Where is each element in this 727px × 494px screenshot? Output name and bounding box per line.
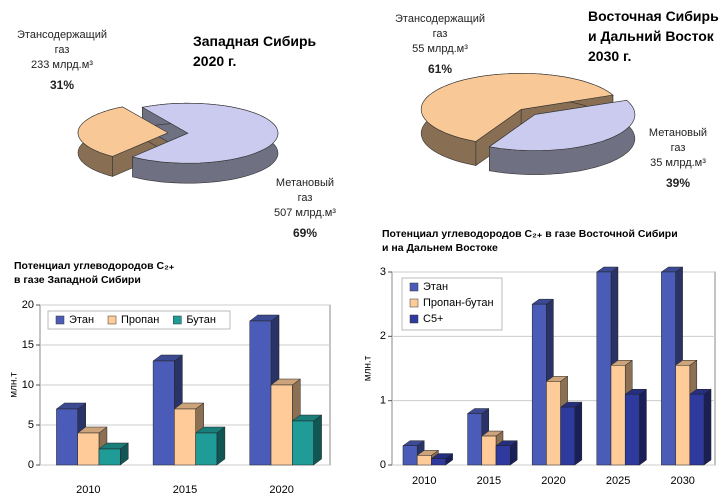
slice-label: Метановый газ 507 млрд.м³ 69% [274,176,336,241]
y-tick-label: 3 [380,266,386,278]
legend-box [47,310,231,330]
bar [624,393,640,466]
bar [174,408,196,466]
y-tick-label: 1 [380,395,386,407]
bar [560,406,576,466]
bar [531,303,547,466]
bar [77,432,100,466]
x-tick-label: 2020 [269,484,293,494]
bar [152,360,175,466]
volume-label: 35 млрд.м³ [650,157,706,169]
legend-swatch [55,315,65,325]
y-tick-label: 15 [22,339,34,351]
title-line: Западная Сибирь [193,33,317,49]
category-label: Метановый газ [648,127,708,154]
bar [56,408,78,466]
bar [98,448,121,466]
bar-side [216,426,226,466]
legend-label: Этан [69,314,94,326]
percent-label: 31% [49,78,75,92]
x-tick-label: 2030 [670,475,694,487]
x-tick-label: 2010 [412,475,436,487]
y-tick-label: 0 [28,459,34,471]
category-label: Этансодержащий газ [395,13,485,40]
x-tick-label: 2015 [173,484,197,494]
title-line: Восточная Сибирь [588,8,719,24]
volume-label: 55 млрд.м³ [412,43,468,55]
bar [431,458,446,466]
bar-side [639,388,647,466]
pie-slice [77,106,169,157]
bar-side [313,414,322,466]
chart-title: Потенциал углеводородов C₂₊ [14,260,175,272]
y-axis-label: млн.т [363,355,374,381]
y-tick-label: 20 [22,299,34,311]
slice-label: Этансодержащий газ 233 млрд.м³ 31% [17,28,107,93]
y-tick-label: 2 [380,330,386,342]
y-tick-label: 0 [380,459,386,471]
slice-label: Этансодержащий газ 55 млрд.м³ 61% [395,12,485,77]
bar-side [574,401,583,466]
legend-label: Этан [423,281,448,293]
bar [610,365,626,466]
chart-title: и на Дальнем Востоке [382,242,498,254]
bar [292,420,314,466]
pie-slice [131,102,279,164]
legend-swatch [173,315,182,325]
bar [661,271,676,466]
bar-side [703,388,712,466]
slice-label: Метановый газ 35 млрд.м³ 39% [649,126,707,191]
bar [416,455,432,466]
bar [546,381,561,466]
y-tick-label: 10 [22,379,34,391]
pie-slice [420,73,614,142]
y-axis-label: млн.т [9,372,20,398]
pie-slice [488,99,636,151]
x-tick-label: 2025 [606,475,630,487]
title-line: 2030 г. [588,48,632,64]
legend-swatch [409,282,419,292]
chart-title: в газе Западной Сибири [14,274,141,286]
category-label: Этансодержащий газ [17,29,107,56]
legend-label: Пропан-бутан [423,297,494,309]
legend-box [401,277,503,331]
pie-title: Восточная Сибирь и Дальний Восток 2030 г. [588,6,719,66]
legend-label: С5+ [423,313,444,325]
chart-title: Потенциал углеводородов C₂₊ в газе Восто… [382,228,678,240]
pie-title: Западная Сибирь 2020 г. [193,31,316,71]
x-tick-label: 2020 [541,475,565,487]
bar [270,384,293,466]
bar [675,365,691,466]
volume-label: 507 млрд.м³ [274,207,336,219]
bar [402,445,418,466]
percent-label: 69% [292,226,318,240]
bar [689,393,705,466]
bar [495,445,511,466]
x-tick-label: 2015 [477,475,501,487]
volume-label: 233 млрд.м³ [31,59,93,71]
title-line: 2020 г. [193,53,237,69]
bar [481,435,497,466]
bar [467,413,483,466]
percent-label: 61% [427,62,453,76]
y-tick-label: 5 [28,419,34,431]
legend-label: Пропан [121,314,159,326]
bar [249,320,272,466]
bar [596,271,612,466]
category-label: Метановый газ [275,177,335,204]
x-tick-label: 2010 [76,484,100,494]
bar [195,432,218,466]
percent-label: 39% [665,176,691,190]
legend-label: Бутан [186,314,216,326]
legend-swatch [107,315,117,325]
legend-swatch [409,314,419,324]
title-line: и Дальний Восток [588,28,714,44]
legend-swatch [409,298,419,308]
